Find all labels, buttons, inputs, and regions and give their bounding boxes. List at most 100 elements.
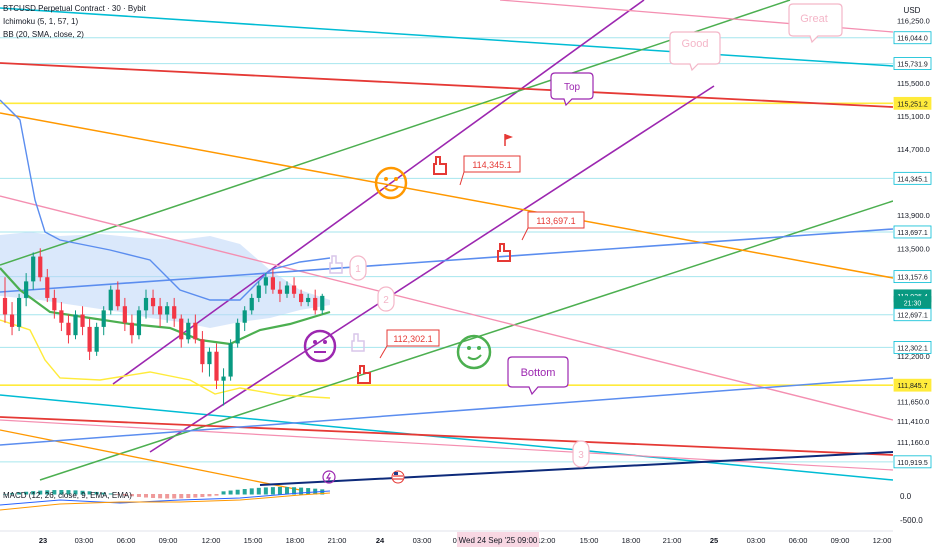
price-axis-badges[interactable]: 116,044.0 115,731.9 115,251.2 114,345.1 113,… (893, 31, 932, 469)
macd-bar (207, 494, 212, 497)
price-badge[interactable]: 116,044.0 (893, 31, 932, 45)
chart-title: BTCUSD Perpetual Contract · 30 · Bybit (3, 4, 146, 13)
macd-pane (0, 487, 331, 511)
indicator-ichimoku-label[interactable]: Ichimoku (5, 1, 57, 1) (3, 17, 79, 26)
price-badge[interactable]: 113,157.6 (893, 270, 932, 284)
time-tick: 06:00 (789, 536, 808, 545)
price-tick: 111,410.0 (897, 417, 929, 426)
time-tick: 21:00 (663, 536, 682, 545)
candle (284, 281, 290, 298)
time-tick: 23 (39, 536, 47, 545)
macd-bar (158, 494, 163, 499)
flag-usa-icon (391, 470, 405, 484)
macd-bar (193, 494, 198, 498)
macd-bar (129, 494, 134, 497)
trend-line (0, 99, 331, 301)
hand-pointer-icon (433, 156, 447, 175)
number-marker-2: 2 (377, 286, 395, 312)
macd-bar (17, 492, 22, 495)
candlesticks (2, 248, 325, 406)
candle (263, 273, 268, 294)
bottom-callout: Bottom (507, 356, 569, 396)
candle (101, 306, 106, 336)
neutral-face-icon (303, 329, 337, 363)
price-badge[interactable]: 115,731.9 (893, 57, 932, 70)
price-badge[interactable]: 112,697.1 (893, 308, 932, 322)
trend-line (0, 429, 301, 491)
macd-bar (80, 490, 85, 495)
number-label: 2 (383, 295, 389, 306)
price-badge-label: 115,251.2 (897, 101, 928, 108)
candle (9, 302, 15, 336)
price-badge[interactable]: 113,697.1 (893, 225, 932, 239)
price-badge[interactable]: 115,251.2 (893, 96, 932, 110)
trend-line (0, 394, 894, 481)
candle (214, 343, 219, 389)
macd-bar (214, 494, 219, 496)
smirk-face-icon (456, 334, 492, 370)
macd-bar (122, 494, 127, 496)
price-badge[interactable]: 111,845.7 (893, 378, 932, 392)
candle (136, 306, 142, 340)
trend-line (0, 377, 894, 446)
price-badge-label: 116,044.0 (897, 36, 928, 43)
price-badge[interactable]: 110,919.5 (893, 455, 932, 469)
macd-bar (172, 494, 177, 499)
macd-bar (200, 494, 205, 498)
price-tick: 115,100.0 (897, 112, 930, 121)
time-cursor-badge (457, 532, 539, 547)
candle (207, 347, 212, 377)
candle (158, 297, 163, 327)
candle (17, 293, 22, 332)
good-callout: Good (669, 31, 721, 72)
macd-bar (306, 488, 311, 495)
candle (31, 252, 36, 290)
good-label: Good (682, 38, 709, 50)
lightning-event-icon (322, 470, 336, 484)
trend-line (39, 200, 894, 481)
macd-bar (277, 487, 282, 495)
macd-bar (115, 494, 120, 495)
candle (66, 314, 71, 344)
candle (228, 339, 233, 381)
price-tick: 115,500.0 (897, 79, 930, 88)
candle (52, 289, 57, 319)
time-tick: 15:00 (580, 536, 599, 545)
macd-bar (45, 490, 50, 495)
trend-line (0, 228, 894, 293)
price-axis-bg (893, 0, 932, 520)
macd-label: MACD (12, 26, close, 9, EMA, EMA) (3, 491, 132, 500)
candle (73, 310, 78, 340)
macd-bar (66, 490, 71, 495)
macd-bar (165, 494, 170, 499)
price-badge-label: 21:30 (904, 300, 922, 307)
price-badge[interactable]: 112,302.1 (893, 341, 932, 354)
signal-line (0, 492, 331, 511)
trend-line (0, 112, 894, 279)
macd-bar (31, 491, 36, 495)
candle (277, 281, 283, 303)
price-badge[interactable]: 21:30 (893, 296, 932, 309)
flag-icon (504, 134, 513, 146)
bottom-label: Bottom (521, 367, 556, 379)
price-badge-label: 112,697.1 (897, 313, 928, 320)
price-badge-label: 112,302.1 (897, 345, 928, 352)
price-badge[interactable]: 114,345.1 (893, 171, 932, 185)
indicator-bb-label[interactable]: BB (20, SMA, close, 2) (3, 30, 84, 39)
macd-bar (249, 488, 254, 495)
candle (221, 368, 226, 406)
price-tick: 111,650.0 (897, 397, 929, 406)
time-tick: 09:00 (831, 536, 850, 545)
trend-line (149, 85, 715, 453)
time-tick: 03:00 (75, 536, 94, 545)
macd-bar (221, 491, 226, 495)
price-badge-label: 113,697.1 (897, 230, 928, 237)
macd-bar (101, 492, 106, 495)
time-tick: 25 (710, 536, 718, 545)
time-tick: 09:00 (159, 536, 178, 545)
price-badge-label: 114,345.1 (897, 176, 928, 183)
candle (115, 281, 120, 311)
time-tick: 12:00 (873, 536, 892, 545)
trend-line (259, 451, 894, 486)
